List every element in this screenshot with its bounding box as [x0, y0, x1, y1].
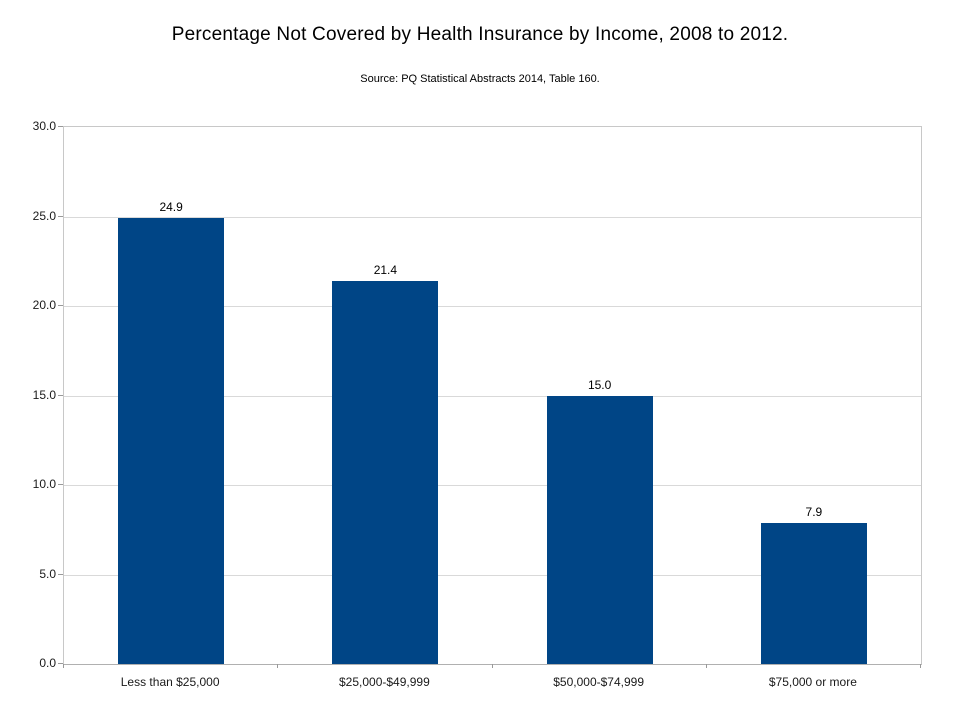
- bar-1: [118, 218, 225, 664]
- x-tick-mark: [277, 664, 279, 668]
- gridline: [64, 574, 921, 576]
- chart-subtitle: Source: PQ Statistical Abstracts 2014, T…: [360, 73, 600, 85]
- gridline: [64, 216, 921, 218]
- y-tick-label: 25.0: [32, 208, 56, 223]
- chart-title: Percentage Not Covered by Health Insuran…: [171, 24, 789, 45]
- y-tick-label: 10.0: [32, 477, 56, 491]
- y-tick-mark: [58, 215, 63, 217]
- y-tick-mark: [58, 484, 63, 485]
- y-tick-mark: [58, 394, 63, 396]
- x-category-label: Less than $25,000: [120, 675, 220, 689]
- data-label: 15.0: [587, 377, 612, 392]
- y-tick-label: 20.0: [32, 298, 56, 312]
- gridline: [64, 306, 921, 307]
- y-tick-mark: [58, 126, 63, 127]
- y-tick-label: 15.0: [32, 387, 56, 402]
- bar-3: [546, 395, 653, 664]
- x-category-label: $75,000 or more: [768, 675, 857, 689]
- data-label: 7.9: [805, 504, 823, 519]
- data-label: 21.4: [373, 262, 398, 277]
- y-tick-mark: [58, 305, 63, 306]
- x-tick-mark: [491, 664, 493, 668]
- x-category-label: $50,000-$74,999: [553, 675, 644, 689]
- plot-area: 24.9 21.4 15.0 7.9: [63, 126, 922, 665]
- bar-4: [760, 522, 867, 664]
- gridline: [64, 395, 921, 397]
- x-tick-mark: [63, 664, 64, 668]
- x-category-label: $25,000-$49,999: [339, 675, 430, 689]
- y-tick-mark: [58, 573, 63, 575]
- data-label: 24.9: [159, 200, 183, 215]
- x-tick-mark: [705, 664, 707, 668]
- y-tick-mark: [58, 663, 63, 664]
- y-tick-label: 0.0: [39, 656, 56, 670]
- y-tick-label: 5.0: [39, 566, 56, 581]
- bar-2: [332, 280, 439, 664]
- y-tick-label: 30.0: [32, 119, 56, 133]
- x-tick-mark: [920, 664, 921, 668]
- gridline: [64, 485, 921, 486]
